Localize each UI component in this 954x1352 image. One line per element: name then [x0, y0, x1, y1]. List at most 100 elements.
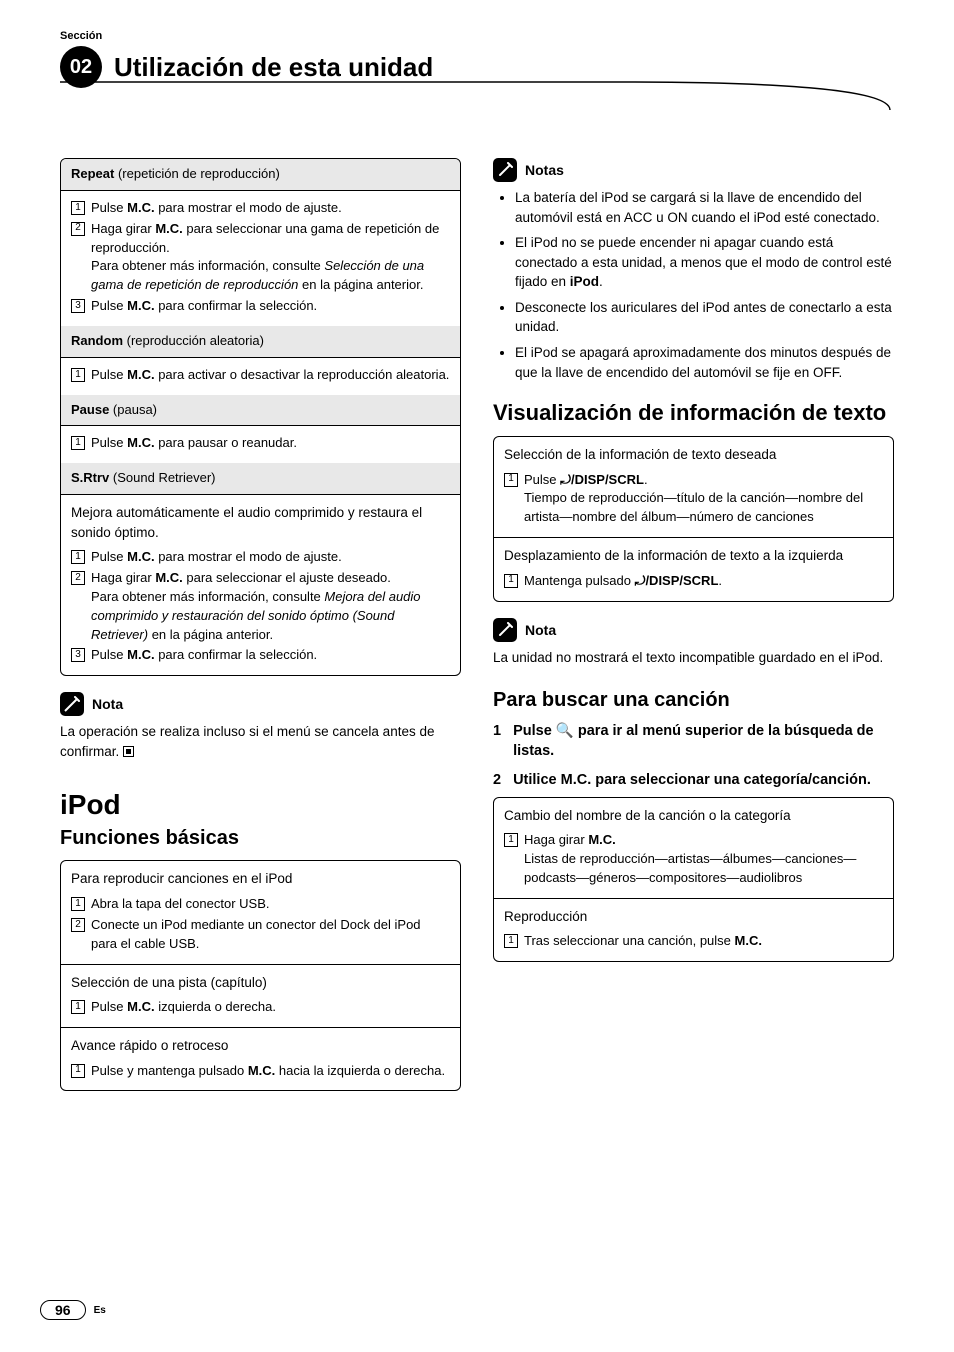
step-num-1: 1: [71, 201, 85, 215]
repeat-box: Repeat (repetición de reproducción) 1 Pul…: [60, 158, 461, 676]
nota-label: Nota: [92, 696, 123, 712]
step-num-1: 1: [504, 934, 518, 948]
pause-header-rest: (pausa): [109, 402, 157, 417]
ipod-sec3-title: Avance rápido o retroceso: [71, 1036, 450, 1056]
pause-step1-text: Pulse M.C. para pausar o reanudar.: [91, 434, 450, 453]
note-icon: [493, 618, 517, 642]
repeat-body: 1 Pulse M.C. para mostrar el modo de ajus…: [61, 191, 460, 326]
srtrv-header: S.Rtrv (Sound Retriever): [61, 463, 460, 495]
repeat-step3-text: Pulse M.C. para confirmar la selección.: [91, 297, 450, 316]
step-num-1: 1: [71, 1064, 85, 1078]
note-icon: [493, 158, 517, 182]
pause-header: Pause (pausa): [61, 395, 460, 427]
random-header: Random (reproducción aleatoria): [61, 326, 460, 358]
search-sec2-title: Reproducción: [504, 907, 883, 927]
step-num-1: 1: [71, 436, 85, 450]
random-header-bold: Random: [71, 333, 123, 348]
ipod-sec2-step1: 1 Pulse M.C. izquierda o derecha.: [71, 998, 450, 1017]
vis-box: Selección de la información de texto des…: [493, 436, 894, 602]
search-sec1-title: Cambio del nombre de la canción o la cat…: [504, 806, 883, 826]
vis-sec1: Selección de la información de texto des…: [494, 437, 893, 537]
repeat-step2: 2Haga girar M.C. para seleccionar una ga…: [71, 220, 450, 295]
content-columns: Repeat (repetición de reproducción) 1 Pul…: [60, 158, 894, 1105]
left-column: Repeat (repetición de reproducción) 1 Pul…: [60, 158, 461, 1105]
nota-body: La operación se realiza incluso si el me…: [60, 722, 461, 761]
search-step1-num: 1: [493, 722, 501, 761]
ipod-sec1-step2: 2Conecte un iPod mediante un conector de…: [71, 916, 450, 954]
random-step1-text: Pulse M.C. para activar o desactivar la …: [91, 366, 450, 385]
page-header: 02 Utilización de esta unidad: [60, 46, 894, 88]
ipod-sec2: Selección de una pista (capítulo) 1 Pulse…: [61, 964, 460, 1027]
nota2-label: Nota: [525, 622, 556, 638]
step-num-1: 1: [504, 473, 518, 487]
repeat-header: Repeat (repetición de reproducción): [61, 159, 460, 191]
ipod-sec1-step1: 1Abra la tapa del conector USB.: [71, 895, 450, 914]
srtrv-step2: 2Haga girar M.C. para seleccionar el aju…: [71, 569, 450, 644]
search-step2: 2 Utilice M.C. para seleccionar una cate…: [493, 771, 894, 791]
vis-sec2-step1: 1Mantenga pulsado ⤾/DISP/SCRL.: [504, 572, 883, 591]
search-sec1-step1-text: Haga girar M.C.Listas de reproducción—ar…: [524, 831, 883, 888]
ipod-heading: iPod: [60, 789, 461, 821]
vis-sec1-step1-text: Pulse ⤾/DISP/SCRL.Tiempo de reproducción…: [524, 471, 883, 528]
section-number-badge: 02: [60, 46, 102, 88]
search-sec2: Reproducción 1Tras seleccionar una canci…: [494, 898, 893, 961]
step-num-1: 1: [71, 897, 85, 911]
pause-header-bold: Pause: [71, 402, 109, 417]
search-box: Cambio del nombre de la canción o la cat…: [493, 797, 894, 963]
step-num-1: 1: [71, 368, 85, 382]
notas-item-4: El iPod se apagará aproximadamente dos m…: [515, 343, 894, 382]
repeat-step1-text: Pulse M.C. para mostrar el modo de ajust…: [91, 199, 450, 218]
random-body: 1 Pulse M.C. para activar o desactivar la…: [61, 358, 460, 395]
pause-step1: 1 Pulse M.C. para pausar o reanudar.: [71, 434, 450, 453]
notas-row: Notas: [493, 158, 894, 182]
step-num-3: 3: [71, 299, 85, 313]
step-num-3: 3: [71, 648, 85, 662]
random-header-rest: (reproducción aleatoria): [123, 333, 264, 348]
end-mark-icon: [123, 746, 134, 757]
vis-sec1-title: Selección de la información de texto des…: [504, 445, 883, 465]
repeat-step2-text: Haga girar M.C. para seleccionar una gam…: [91, 220, 450, 295]
vis-sec2: Desplazamiento de la información de text…: [494, 537, 893, 600]
srtrv-header-rest: (Sound Retriever): [109, 470, 215, 485]
repeat-step3: 3 Pulse M.C. para confirmar la selección.: [71, 297, 450, 316]
ipod-sec1-title: Para reproducir canciones en el iPod: [71, 869, 450, 889]
search-sec2-step1: 1Tras seleccionar una canción, pulse M.C…: [504, 932, 883, 951]
step-num-1: 1: [71, 1000, 85, 1014]
search-heading: Para buscar una canción: [493, 689, 894, 712]
srtrv-step1: 1 Pulse M.C. para mostrar el modo de ajus…: [71, 548, 450, 567]
ipod-box: Para reproducir canciones en el iPod 1Ab…: [60, 860, 461, 1091]
repeat-header-rest: (repetición de reproducción): [114, 166, 279, 181]
step-num-1: 1: [71, 550, 85, 564]
nota-row: Nota: [60, 692, 461, 716]
notas-list: La batería del iPod se cargará si la lla…: [493, 188, 894, 382]
nota2-row: Nota: [493, 618, 894, 642]
ipod-sec1-step2-text: Conecte un iPod mediante un conector del…: [91, 916, 450, 954]
repeat-step1: 1 Pulse M.C. para mostrar el modo de ajus…: [71, 199, 450, 218]
repeat-header-bold: Repeat: [71, 166, 114, 181]
vis-sec2-title: Desplazamiento de la información de text…: [504, 546, 883, 566]
visualizacion-heading: Visualización de información de texto: [493, 400, 894, 426]
pause-body: 1 Pulse M.C. para pausar o reanudar.: [61, 426, 460, 463]
search-step1: 1 Pulse 🔍 para ir al menú superior de la…: [493, 722, 894, 761]
search-sec1-step1: 1Haga girar M.C.Listas de reproducción—a…: [504, 831, 883, 888]
vis-sec2-step1-text: Mantenga pulsado ⤾/DISP/SCRL.: [524, 572, 883, 591]
srtrv-step3-text: Pulse M.C. para confirmar la selección.: [91, 646, 450, 665]
page-footer: 96 Es: [40, 1300, 106, 1320]
funciones-heading: Funciones básicas: [60, 827, 461, 850]
vis-sec1-step1: 1 Pulse ⤾/DISP/SCRL.Tiempo de reproducció…: [504, 471, 883, 528]
notas-item-3: Desconecte los auriculares del iPod ante…: [515, 298, 894, 337]
random-step1: 1 Pulse M.C. para activar o desactivar la…: [71, 366, 450, 385]
ipod-sec1: Para reproducir canciones en el iPod 1Ab…: [61, 861, 460, 963]
ipod-sec2-title: Selección de una pista (capítulo): [71, 973, 450, 993]
search-step2-num: 2: [493, 771, 501, 791]
ipod-sec3-step1-text: Pulse y mantenga pulsado M.C. hacia la i…: [91, 1062, 450, 1081]
right-column: Notas La batería del iPod se cargará si …: [493, 158, 894, 1105]
srtrv-step1-text: Pulse M.C. para mostrar el modo de ajust…: [91, 548, 450, 567]
ipod-sec3: Avance rápido o retroceso 1 Pulse y mante…: [61, 1027, 460, 1090]
language-code: Es: [94, 1305, 106, 1316]
notas-item-1: La batería del iPod se cargará si la lla…: [515, 188, 894, 227]
ipod-sec2-step1-text: Pulse M.C. izquierda o derecha.: [91, 998, 450, 1017]
srtrv-body: Mejora automáticamente el audio comprimi…: [61, 495, 460, 675]
section-label: Sección: [60, 30, 894, 42]
note-icon: [60, 692, 84, 716]
